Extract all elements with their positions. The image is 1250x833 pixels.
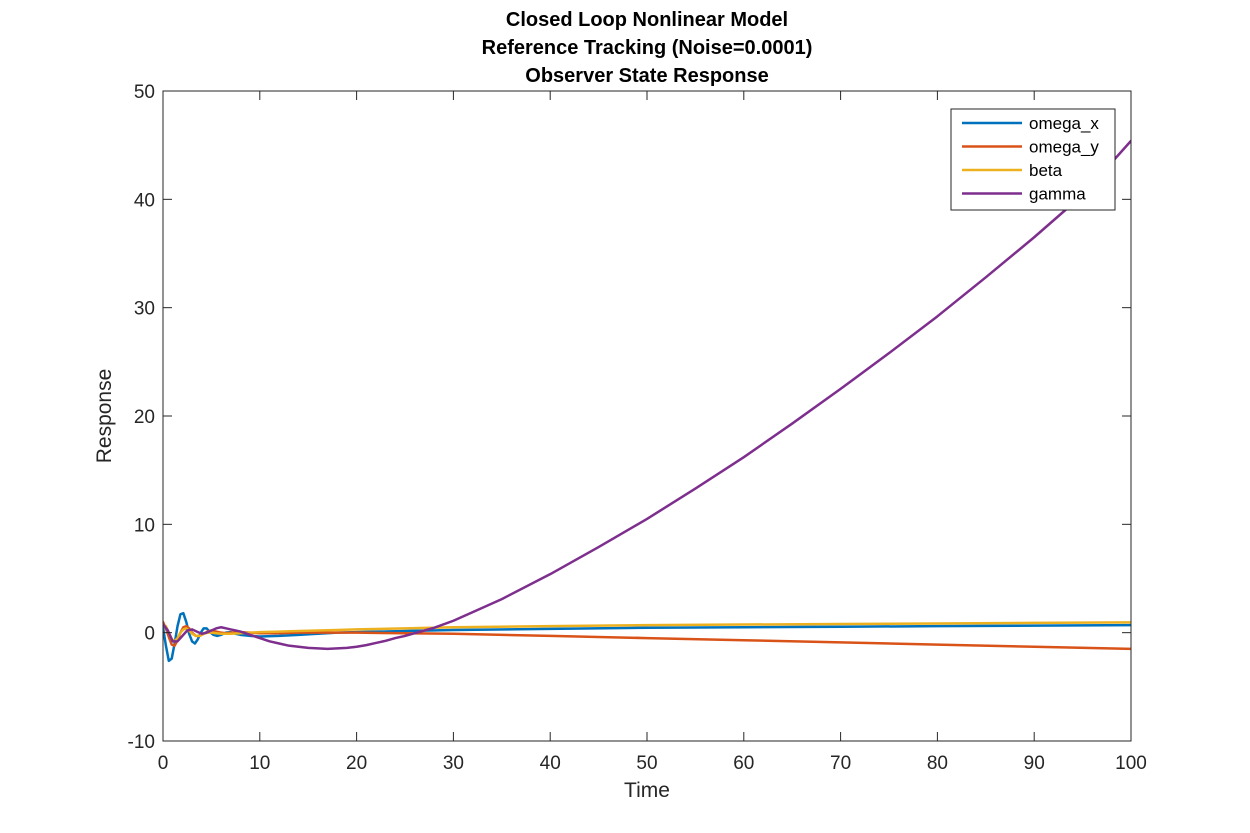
y-tick-label: 30 bbox=[134, 299, 155, 320]
y-tick-label: 0 bbox=[144, 624, 155, 645]
y-tick-label: 20 bbox=[134, 407, 155, 428]
y-axis-label: Response bbox=[93, 369, 116, 464]
x-tick-label: 60 bbox=[733, 753, 754, 774]
series-lines bbox=[163, 139, 1131, 663]
x-tick-label: 40 bbox=[540, 753, 561, 774]
x-tick-label: 0 bbox=[158, 753, 169, 774]
y-axis-ticks: -10 0 10 20 30 40 50 bbox=[128, 82, 1131, 753]
series-line-gamma bbox=[163, 139, 1131, 651]
legend-label-omega-y: omega_y bbox=[1029, 138, 1099, 157]
legend-label-gamma: gamma bbox=[1029, 185, 1086, 204]
y-tick-label: 40 bbox=[134, 190, 155, 211]
x-tick-label: 100 bbox=[1115, 753, 1147, 774]
x-tick-label: 90 bbox=[1024, 753, 1045, 774]
x-tick-label: 50 bbox=[636, 753, 657, 774]
x-tick-label: 70 bbox=[830, 753, 851, 774]
y-tick-label: 10 bbox=[134, 515, 155, 536]
y-tick-label: 50 bbox=[134, 82, 155, 103]
x-tick-label: 80 bbox=[927, 753, 948, 774]
x-tick-label: 10 bbox=[249, 753, 270, 774]
legend-label-beta: beta bbox=[1029, 161, 1063, 180]
series-line-beta bbox=[163, 621, 1131, 643]
chart-title-line-3: Observer State Response bbox=[525, 65, 768, 87]
y-tick-label: -10 bbox=[128, 732, 155, 753]
x-tick-label: 20 bbox=[346, 753, 367, 774]
chart-title-line-2: Reference Tracking (Noise=0.0001) bbox=[482, 37, 813, 59]
chart-title: Closed Loop Nonlinear Model Reference Tr… bbox=[482, 9, 813, 87]
chart-title-line-1: Closed Loop Nonlinear Model bbox=[506, 9, 788, 31]
legend-label-omega-x: omega_x bbox=[1029, 114, 1099, 133]
x-axis-ticks: 0 10 20 30 40 50 60 70 80 90 100 bbox=[158, 91, 1147, 774]
x-tick-label: 30 bbox=[443, 753, 464, 774]
x-axis-label: Time bbox=[624, 779, 670, 802]
